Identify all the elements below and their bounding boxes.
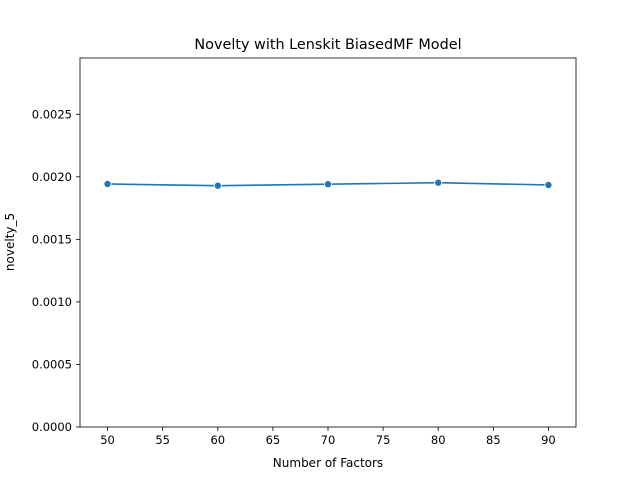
x-tick-label: 60 [210,433,225,447]
x-tick-label: 65 [266,433,281,447]
plot-area [103,178,553,190]
y-tick-label: 0.0015 [32,232,72,246]
chart-title: Novelty with Lenskit BiasedMF Model [194,37,461,53]
x-axis-ticks: 50 55 60 65 70 75 80 85 90 [100,427,556,447]
x-tick-label: 55 [155,433,170,447]
y-tick-label: 0.0010 [32,295,72,309]
data-point [103,179,112,188]
x-axis-label: Number of Factors [273,456,383,470]
y-axis-ticks: 0.0000 0.0005 0.0010 0.0015 0.0020 0.0025 [32,107,80,434]
data-point [544,180,553,189]
x-tick-label: 85 [486,433,501,447]
x-tick-label: 80 [431,433,446,447]
y-tick-label: 0.0000 [32,420,72,434]
x-tick-label: 90 [541,433,556,447]
axes-frame [79,57,577,428]
y-axis-label: novelty_5 [3,213,17,271]
x-tick-label: 50 [100,433,115,447]
x-tick-label: 70 [321,433,336,447]
data-point [213,181,222,190]
y-tick-label: 0.0020 [32,170,72,184]
data-point [434,178,443,187]
data-point [323,180,332,189]
y-tick-label: 0.0005 [32,357,72,371]
y-tick-label: 0.0025 [32,107,72,121]
x-tick-label: 75 [376,433,391,447]
